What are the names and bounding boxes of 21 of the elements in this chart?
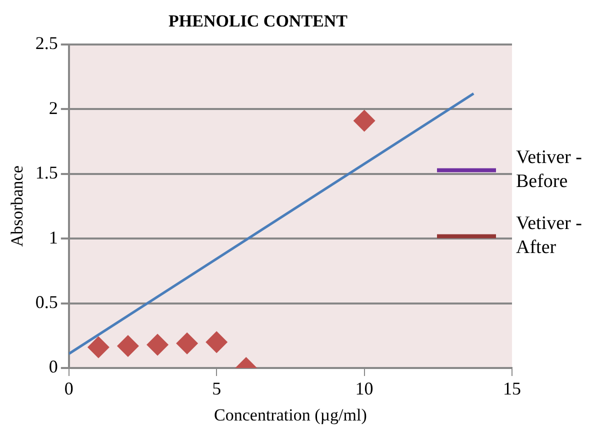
x-tick-label: 0 (64, 378, 74, 399)
point (146, 334, 169, 356)
point (206, 331, 228, 354)
y-tick-label: 1 (48, 227, 58, 248)
point (176, 332, 198, 354)
chart-title: PHENOLIC CONTENT (168, 12, 348, 31)
y-tick-label: 1.5 (35, 162, 58, 183)
x-tick-label: 15 (503, 378, 521, 399)
x-tick-label: 10 (355, 378, 374, 399)
legend-label: Vetiver - After (516, 213, 582, 258)
x-axis-title: Concentration (µg/ml) (214, 405, 367, 424)
point (353, 110, 376, 132)
point (87, 336, 110, 358)
point (116, 334, 139, 357)
y-tick-label: 0.5 (35, 292, 58, 312)
y-tick-label: 2 (48, 98, 58, 118)
y-axis-title: Absorbance (8, 166, 27, 247)
y-tick-label: 2.5 (35, 33, 58, 54)
x-tick-label: 5 (212, 378, 222, 399)
legend-label: Vetiver - Before (516, 147, 582, 192)
y-tick-label: 0 (48, 356, 58, 377)
